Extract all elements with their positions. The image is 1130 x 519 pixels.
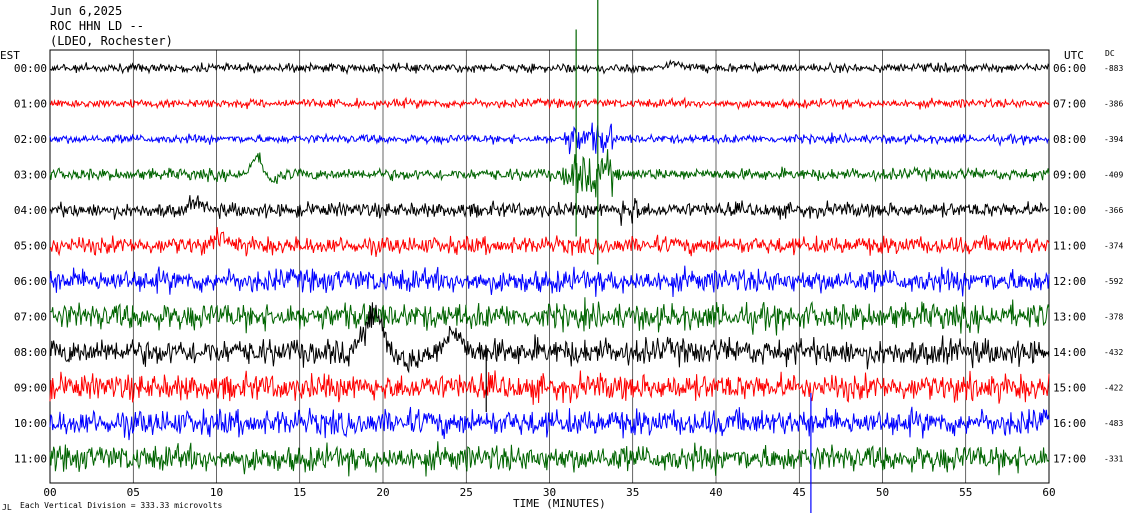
utc-hour-label: 07:00	[1053, 98, 1086, 111]
x-tick-label: 15	[293, 486, 306, 499]
trace-row-0900	[49, 370, 1050, 405]
est-hour-label: 02:00	[14, 133, 47, 146]
footer-scale-note: Each Vertical Division = 333.33 microvol…	[20, 501, 222, 510]
x-tick-label: 60	[1042, 486, 1055, 499]
x-tick-label: 30	[543, 486, 556, 499]
x-axis-label: TIME (MINUTES)	[513, 497, 606, 510]
header-network: (LDEO, Rochester)	[50, 34, 173, 48]
utc-hour-label: 17:00	[1053, 453, 1086, 466]
utc-hour-label: 08:00	[1053, 133, 1086, 146]
trace-row-0100	[49, 96, 1050, 111]
dc-offset-label: -386	[1104, 100, 1123, 109]
trace-row-0800	[49, 302, 1050, 374]
trace-row-0600	[49, 265, 1050, 298]
dc-offset-label: -432	[1104, 348, 1123, 357]
est-hour-label: 05:00	[14, 240, 47, 253]
trace-row-0200	[49, 122, 1050, 155]
x-tick-label: 05	[127, 486, 140, 499]
dc-offset-label: -409	[1104, 171, 1123, 180]
est-hour-label: 06:00	[14, 275, 47, 288]
est-hour-label: 10:00	[14, 417, 47, 430]
header-date: Jun 6,2025	[50, 4, 123, 18]
utc-hour-label: 14:00	[1053, 346, 1086, 359]
est-hour-label: 03:00	[14, 169, 47, 182]
dc-offset-label: -374	[1104, 242, 1123, 251]
trace-row-0400	[49, 195, 1050, 226]
dc-offset-label: -422	[1104, 384, 1123, 393]
est-hour-label: 07:00	[14, 311, 47, 324]
dc-offset-label: -366	[1104, 206, 1123, 215]
x-tick-label: 10	[210, 486, 223, 499]
trace-row-0300	[49, 149, 1050, 198]
utc-hour-label: 12:00	[1053, 275, 1086, 288]
trace-row-1100	[49, 441, 1050, 477]
utc-hour-label: 10:00	[1053, 204, 1086, 217]
chart-grid	[49, 49, 1050, 484]
x-tick-label: 35	[626, 486, 639, 499]
trace-group	[49, 0, 1050, 513]
x-tick-label: 40	[709, 486, 722, 499]
trace-row-1000	[49, 406, 1050, 441]
trace-row-0500	[49, 226, 1050, 257]
dc-header-label: DC	[1105, 49, 1115, 58]
est-hour-label: 11:00	[14, 453, 47, 466]
dc-offset-label: -378	[1104, 313, 1123, 322]
est-hour-label: 09:00	[14, 382, 47, 395]
header-station: ROC HHN LD --	[50, 19, 144, 33]
utc-hour-label: 13:00	[1053, 311, 1086, 324]
x-tick-label: 45	[793, 486, 806, 499]
dc-offset-label: -883	[1104, 64, 1123, 73]
utc-hour-label: 15:00	[1053, 382, 1086, 395]
dc-offset-label: -394	[1104, 135, 1123, 144]
est-hour-label: 08:00	[14, 346, 47, 359]
dc-offset-label: -592	[1104, 277, 1123, 286]
x-tick-label: 20	[376, 486, 389, 499]
x-tick-label: 55	[959, 486, 972, 499]
x-tick-label: 25	[460, 486, 473, 499]
est-hour-label: 00:00	[14, 62, 47, 75]
right-timezone-label: UTC	[1064, 49, 1084, 62]
est-hour-label: 01:00	[14, 98, 47, 111]
utc-hour-label: 09:00	[1053, 169, 1086, 182]
x-tick-label: 00	[43, 486, 56, 499]
utc-hour-label: 16:00	[1053, 417, 1086, 430]
trace-row-0000	[49, 59, 1050, 76]
left-timezone-label: EST	[0, 49, 20, 62]
footer-mark: JL	[2, 503, 12, 512]
label-group: EST UTC DC TIME (MINUTES) JL Each Vertic…	[0, 49, 1123, 512]
trace-row-0700	[49, 297, 1050, 336]
est-hour-label: 04:00	[14, 204, 47, 217]
utc-hour-label: 11:00	[1053, 240, 1086, 253]
dc-offset-label: -483	[1104, 419, 1123, 428]
dc-offset-label: -331	[1104, 455, 1123, 464]
x-tick-label: 50	[876, 486, 889, 499]
utc-hour-label: 06:00	[1053, 62, 1086, 75]
